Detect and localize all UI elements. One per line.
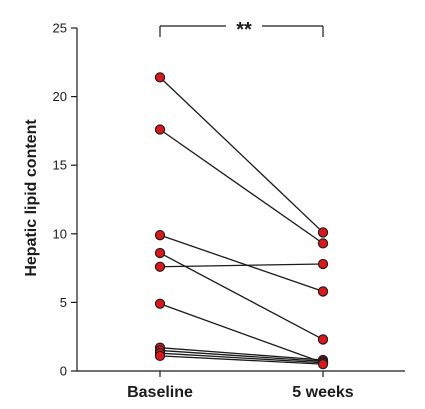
baseline-point [154, 261, 166, 272]
pair-line [159, 352, 324, 364]
baseline-point [154, 247, 166, 259]
y-axis-title: Hepatic lipid content [23, 119, 40, 277]
pair-line [159, 76, 324, 233]
y-axis: 0 5 10 15 20 25 [53, 21, 78, 379]
x-axis: Baseline 5 weeks [77, 370, 405, 401]
baseline-point [154, 230, 166, 241]
y-tick-label: 0 [60, 364, 67, 379]
pair-line [159, 252, 324, 341]
week5-point [317, 258, 329, 270]
y-tick-label: 25 [53, 21, 67, 36]
pair-line [159, 263, 324, 268]
x-category-label: Baseline [127, 384, 193, 401]
week5-point [317, 286, 329, 297]
data-markers [154, 72, 329, 370]
pair-line [159, 347, 324, 361]
baseline-point [154, 298, 166, 309]
significance-bracket: ** [159, 19, 324, 41]
pair-line [159, 349, 324, 363]
week5-point [317, 334, 329, 345]
baseline-point [154, 350, 166, 362]
week5-point [317, 227, 329, 238]
x-category-label: 5 weeks [292, 384, 353, 401]
y-tick-label: 15 [53, 158, 67, 173]
pair-lines [159, 76, 324, 365]
y-tick-label: 20 [53, 89, 67, 104]
pair-line [159, 303, 324, 364]
y-tick-label: 5 [60, 295, 67, 310]
pair-line [159, 355, 324, 365]
baseline-point [154, 72, 166, 83]
significance-label: ** [236, 19, 252, 41]
y-tick-label: 10 [53, 226, 67, 241]
baseline-point [154, 124, 166, 135]
week5-point [317, 238, 329, 249]
week5-point [317, 358, 329, 370]
pair-line [159, 128, 324, 244]
pair-line [159, 234, 324, 293]
